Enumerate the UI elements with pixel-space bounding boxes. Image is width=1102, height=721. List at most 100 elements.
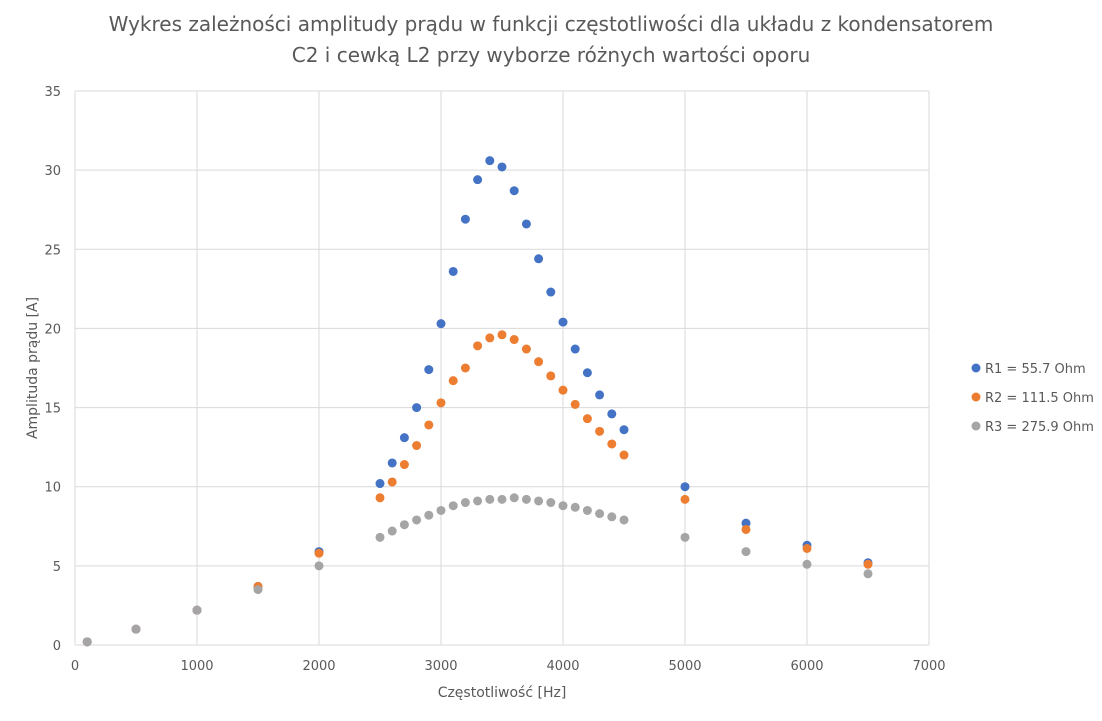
data-point <box>399 460 409 470</box>
data-point <box>460 498 470 508</box>
data-point <box>680 532 690 542</box>
data-point <box>619 450 629 460</box>
y-tick-label: 15 <box>44 402 61 417</box>
data-point <box>741 547 751 557</box>
x-axis-label: Częstotliwość [Hz] <box>438 685 567 701</box>
data-point <box>448 501 458 511</box>
series-3-points <box>82 493 873 647</box>
data-point <box>582 505 592 515</box>
data-point <box>534 496 544 506</box>
data-point <box>412 515 422 525</box>
data-point <box>485 156 495 166</box>
data-point <box>521 344 531 354</box>
y-axis-ticks: 0 5 10 15 20 25 30 35 <box>44 85 61 654</box>
data-point <box>863 559 873 569</box>
data-point <box>485 494 495 504</box>
chart-title-line-1: Wykres zależności amplitudy prądu w funk… <box>109 12 994 36</box>
y-tick-label: 30 <box>44 164 61 179</box>
data-point <box>509 186 519 196</box>
data-point <box>802 543 812 553</box>
data-point <box>424 510 434 520</box>
data-point <box>558 501 568 511</box>
data-point <box>412 441 422 451</box>
data-point <box>375 493 385 503</box>
data-point <box>546 371 556 381</box>
data-point <box>802 559 812 569</box>
data-point <box>509 493 519 503</box>
data-point <box>314 561 324 571</box>
data-point <box>387 458 397 468</box>
data-point <box>595 426 605 436</box>
data-point <box>595 390 605 400</box>
data-point <box>448 266 458 276</box>
data-point <box>485 333 495 343</box>
data-points <box>82 156 873 647</box>
data-point <box>607 512 617 522</box>
data-point <box>448 376 458 386</box>
data-point <box>595 509 605 519</box>
x-axis-ticks: 0 1000 2000 3000 4000 5000 6000 7000 <box>71 659 946 674</box>
y-tick-label: 35 <box>44 85 61 100</box>
data-point <box>436 505 446 515</box>
data-point <box>473 341 483 351</box>
x-tick-label: 7000 <box>912 659 945 674</box>
y-tick-label: 25 <box>44 243 61 258</box>
data-point <box>607 409 617 419</box>
data-point <box>607 439 617 449</box>
data-point <box>375 479 385 489</box>
data-point <box>619 425 629 435</box>
data-point <box>253 585 263 595</box>
data-point <box>521 494 531 504</box>
data-point <box>509 335 519 345</box>
gridlines <box>74 90 930 646</box>
x-tick-label: 4000 <box>546 659 579 674</box>
y-axis-label: Amplituda prądu [A] <box>25 297 41 439</box>
data-point <box>497 162 507 172</box>
data-point <box>570 502 580 512</box>
data-point <box>314 548 324 558</box>
data-point <box>436 319 446 329</box>
data-point <box>558 385 568 395</box>
legend-marker <box>971 363 981 373</box>
legend-label: R2 = 111.5 Ohm <box>985 391 1094 406</box>
data-point <box>436 398 446 408</box>
data-point <box>582 414 592 424</box>
data-point <box>460 363 470 373</box>
x-tick-label: 0 <box>71 659 79 674</box>
data-point <box>546 498 556 508</box>
data-point <box>131 624 141 634</box>
data-point <box>534 357 544 367</box>
data-point <box>521 219 531 229</box>
data-point <box>546 287 556 297</box>
data-point <box>387 477 397 487</box>
data-point <box>399 433 409 443</box>
data-point <box>473 175 483 185</box>
data-point <box>863 569 873 579</box>
data-point <box>558 317 568 327</box>
x-tick-label: 2000 <box>302 659 335 674</box>
legend-label: R3 = 275.9 Ohm <box>985 420 1094 435</box>
x-tick-label: 5000 <box>668 659 701 674</box>
x-tick-label: 6000 <box>790 659 823 674</box>
data-point <box>570 399 580 409</box>
data-point <box>399 520 409 530</box>
data-point <box>192 605 202 615</box>
data-point <box>534 254 544 264</box>
y-tick-label: 5 <box>53 560 61 575</box>
x-tick-label: 1000 <box>180 659 213 674</box>
legend-label: R1 = 55.7 Ohm <box>985 362 1086 377</box>
data-point <box>741 518 751 528</box>
series-2-points <box>82 330 873 647</box>
data-point <box>82 637 92 647</box>
data-point <box>412 403 422 413</box>
legend-marker <box>971 392 981 402</box>
y-tick-label: 20 <box>44 322 61 337</box>
data-point <box>741 524 751 534</box>
legend-marker <box>971 421 981 431</box>
data-point <box>497 494 507 504</box>
y-tick-label: 0 <box>53 639 61 654</box>
data-point <box>497 330 507 340</box>
data-point <box>680 494 690 504</box>
